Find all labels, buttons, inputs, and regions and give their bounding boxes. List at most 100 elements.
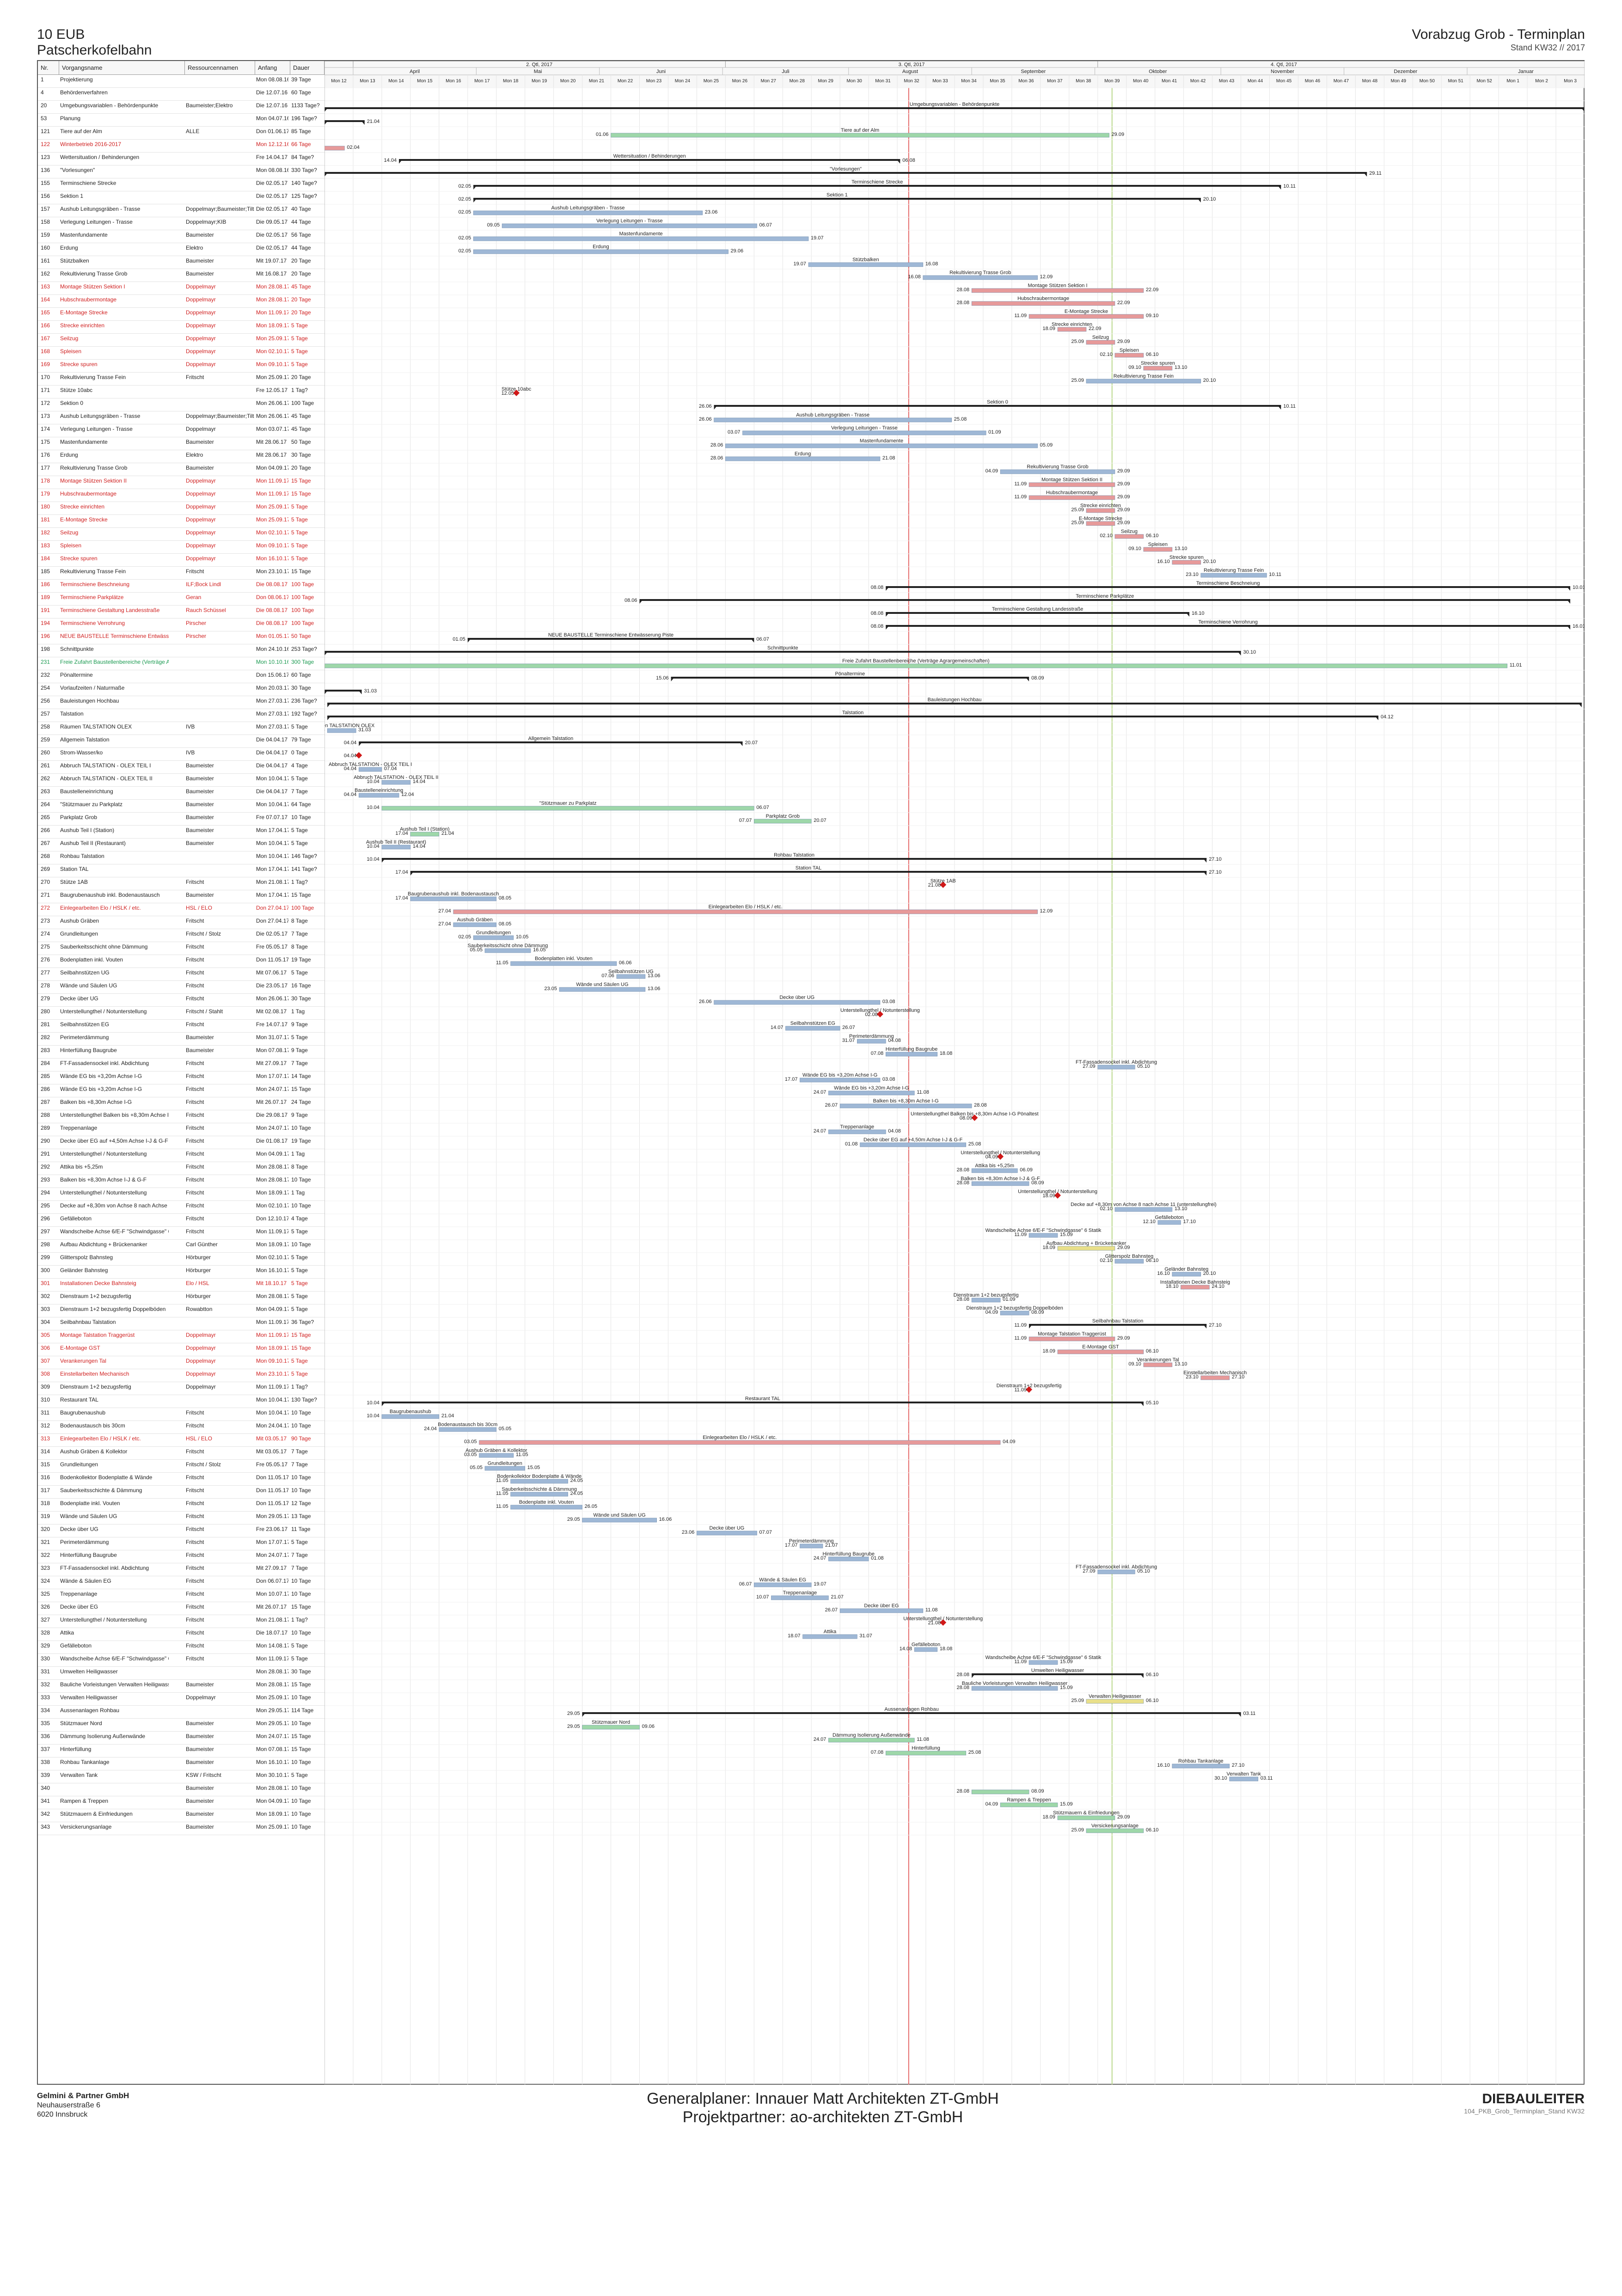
task-row[interactable]: 321 Perimeterdämmung Fritscht Mon 17.07.17 5…	[38, 1537, 324, 1550]
gantt-bar-group[interactable]	[327, 728, 356, 733]
gantt-bar-group[interactable]	[886, 612, 1190, 617]
task-row[interactable]: 157 Aushub Leitungsgräben - Trasse Doppelm…	[38, 204, 324, 217]
task-bar[interactable]	[971, 1789, 1029, 1794]
gantt-bar-group[interactable]	[754, 819, 812, 824]
task-bar[interactable]	[359, 793, 399, 798]
task-row[interactable]: 312 Bodenaustausch bis 30cm Fritscht Mon 24…	[38, 1421, 324, 1434]
gantt-bar-group[interactable]	[479, 1440, 1001, 1445]
summary-bar[interactable]	[381, 858, 1207, 860]
gantt-bar-group[interactable]	[324, 651, 1241, 655]
task-row[interactable]: 292 Attika bis +5,25m Fritscht Mon 28.08.17…	[38, 1162, 324, 1175]
gantt-bar-group[interactable]	[559, 987, 646, 992]
gantt-bar-group[interactable]	[453, 922, 497, 927]
gantt-bar-group[interactable]	[1143, 1362, 1173, 1367]
gantt-bar-group[interactable]	[886, 1751, 967, 1756]
gantt-bar-group[interactable]	[473, 249, 728, 254]
summary-bar[interactable]	[671, 677, 1029, 679]
task-bar[interactable]	[839, 1608, 924, 1613]
gantt-bar-group[interactable]	[479, 1453, 514, 1458]
task-bar[interactable]	[1114, 1207, 1173, 1212]
task-row[interactable]: 280 Unterstellungthel / Notunterstellung F…	[38, 1007, 324, 1020]
gantt-bar-group[interactable]	[1028, 482, 1115, 487]
gantt-bar-group[interactable]	[324, 690, 362, 694]
task-bar[interactable]	[484, 1466, 525, 1471]
task-row[interactable]: 232 Pönaltermine Don 15.06.17 60 Tage	[38, 670, 324, 683]
summary-bar[interactable]	[473, 198, 1201, 200]
task-bar[interactable]	[473, 210, 703, 215]
gantt-bar-group[interactable]	[1026, 1386, 1033, 1393]
gantt-bar-group[interactable]	[1143, 366, 1173, 371]
task-row[interactable]: 272 Einlegearbeiten Elo / HSLK / etc. HSL …	[38, 903, 324, 916]
task-row[interactable]: 293 Balken bis +8,30m Achse I-J & G-F Frit…	[38, 1175, 324, 1188]
task-row[interactable]: 342 Stützmauern & Einfriedungen Baumeister…	[38, 1809, 324, 1822]
task-row[interactable]: 311 Baugrubenaushub Fritscht Mon 10.04.17 10…	[38, 1408, 324, 1421]
gantt-bar-group[interactable]	[1057, 1246, 1115, 1251]
task-row[interactable]: 173 Aushub Leitungsgräben - Trasse Doppelm…	[38, 411, 324, 424]
gantt-bar-group[interactable]	[1097, 1569, 1135, 1574]
gantt-bar-group[interactable]	[1172, 1763, 1230, 1769]
gantt-bar-group[interactable]	[1200, 1375, 1230, 1380]
task-bar[interactable]	[453, 922, 497, 927]
gantt-bar-group[interactable]	[857, 1039, 886, 1044]
gantt-bar-group[interactable]	[971, 288, 1144, 293]
task-row[interactable]: 259 Allgemein Talstation Die 04.04.17 79 Ta…	[38, 735, 324, 748]
task-row[interactable]: 333 Verwalten Heiligwasser Doppelmayr Mon 2…	[38, 1693, 324, 1706]
gantt-bar-group[interactable]	[359, 793, 399, 798]
task-row[interactable]: 163 Montage Stützen Sektion I Doppelmayr Mo…	[38, 282, 324, 295]
gantt-bar-group[interactable]	[828, 1090, 915, 1096]
gantt-bar-group[interactable]	[971, 301, 1115, 306]
task-row[interactable]: 231 Freie Zufahrt Baustellenbereiche (Ver…	[38, 657, 324, 670]
summary-bar[interactable]	[359, 741, 743, 743]
task-bar[interactable]	[1086, 1699, 1144, 1704]
gantt-bar-group[interactable]	[1000, 469, 1115, 474]
gantt-bar-group[interactable]	[399, 159, 900, 164]
summary-bar[interactable]	[324, 172, 1367, 174]
task-row[interactable]: 176 Erdung Elektro Mit 28.06.17 30 Tage	[38, 450, 324, 463]
task-bar[interactable]	[1114, 353, 1144, 358]
gantt-bar-group[interactable]	[1200, 573, 1267, 578]
task-bar[interactable]	[914, 1647, 938, 1652]
task-bar[interactable]	[839, 1103, 972, 1108]
gantt-bar-group[interactable]	[802, 1634, 857, 1639]
task-bar[interactable]	[1086, 340, 1115, 345]
task-bar[interactable]	[828, 1556, 869, 1561]
gantt-bar-group[interactable]	[439, 1427, 497, 1432]
task-bar[interactable]	[1086, 508, 1115, 513]
gantt-bar-group[interactable]	[771, 1595, 829, 1600]
task-bar[interactable]	[1028, 1660, 1058, 1665]
summary-bar[interactable]	[324, 120, 365, 122]
task-bar[interactable]	[616, 974, 646, 979]
task-bar[interactable]	[771, 1595, 829, 1600]
task-bar[interactable]	[502, 223, 757, 228]
gantt-bar-group[interactable]	[1114, 534, 1144, 539]
task-bar[interactable]	[324, 146, 345, 151]
task-row[interactable]: 254 Vorlaufzeiten / Naturmaße Mon 20.03.17…	[38, 683, 324, 696]
task-row[interactable]: 281 Seilbahnstützen EG Fritscht Fre 14.07.1…	[38, 1020, 324, 1033]
task-row[interactable]: 343 Versickerungsanlage Baumeister Mon 25.0…	[38, 1822, 324, 1835]
summary-bar[interactable]	[324, 107, 1585, 109]
summary-bar[interactable]	[381, 1402, 1144, 1403]
summary-bar[interactable]	[324, 651, 1241, 653]
task-row[interactable]: 305 Montage Talstation Traggerüst Doppelma…	[38, 1330, 324, 1343]
task-row[interactable]: 178 Montage Stützen Sektion II Doppelmayr M…	[38, 476, 324, 489]
gantt-bar-group[interactable]	[1028, 314, 1144, 319]
task-row[interactable]: 332 Bauliche Vorleistungen Verwalten Heil…	[38, 1680, 324, 1693]
task-row[interactable]: 175 Mastenfundamente Baumeister Mit 28.06.1…	[38, 437, 324, 450]
gantt-bar-group[interactable]	[473, 185, 1281, 190]
task-row[interactable]: 329 Gefälleboton Fritscht Mon 14.08.17 5 Tag…	[38, 1641, 324, 1654]
task-row[interactable]: 300 Geländer Bahnsteg Hörburger Mon 16.10.1…	[38, 1266, 324, 1279]
gantt-bar-group[interactable]	[502, 223, 757, 228]
task-row[interactable]: 302 Dienstraum 1+2 bezugsfertig Hörburger M…	[38, 1292, 324, 1304]
task-row[interactable]: 316 Bodenkollektor Bodenplatte & Wände Fri…	[38, 1473, 324, 1486]
task-row[interactable]: 336 Dämmung Isolierung Außenwände Baumeist…	[38, 1732, 324, 1745]
task-row[interactable]: 269 Station TAL Mon 17.04.17 141 Tage?	[38, 864, 324, 877]
gantt-bar-group[interactable]	[971, 1181, 1029, 1186]
gantt-bar-group[interactable]	[800, 1543, 823, 1549]
gantt-bar-group[interactable]	[381, 780, 411, 785]
gantt-bar-group[interactable]	[1114, 1207, 1173, 1212]
gantt-bar-group[interactable]	[714, 1000, 881, 1005]
gantt-bar-group[interactable]	[839, 1103, 972, 1108]
gantt-bar-group[interactable]	[381, 845, 411, 850]
task-bar[interactable]	[324, 663, 1508, 668]
